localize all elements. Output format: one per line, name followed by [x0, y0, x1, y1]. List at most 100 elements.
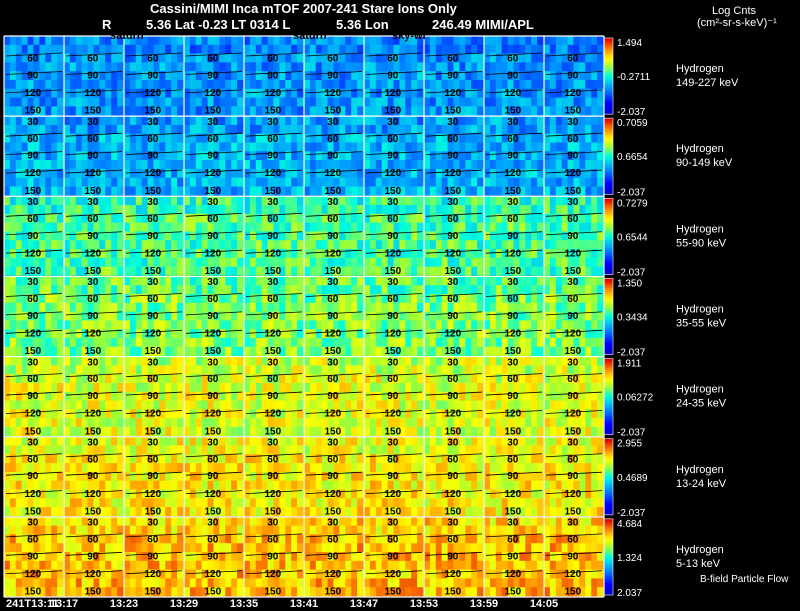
heatmap-cell	[117, 258, 123, 267]
heatmap-cell	[76, 98, 82, 107]
heatmap-cell	[531, 365, 537, 374]
heatmap-cell	[256, 418, 262, 427]
heatmap-cell	[591, 178, 597, 187]
heatmap-cell	[10, 54, 16, 63]
heatmap-cell	[430, 134, 436, 143]
heatmap-cell	[130, 205, 136, 214]
heatmap-cell	[16, 357, 22, 366]
heatmap-cell	[477, 418, 483, 427]
heatmap-cell	[376, 143, 382, 152]
elevation-label: 90	[147, 231, 159, 242]
heatmap-cell	[256, 347, 262, 356]
heatmap-cell	[45, 125, 51, 134]
heatmap-cell	[351, 267, 357, 276]
heatmap-cell	[597, 134, 603, 143]
elevation-label: 90	[207, 151, 219, 162]
heatmap-cell	[279, 125, 285, 134]
heatmap-cell	[345, 205, 351, 214]
heatmap-cell	[370, 223, 376, 232]
heatmap-cell	[490, 231, 496, 240]
heatmap-cell	[76, 196, 82, 205]
heatmap-cell	[250, 106, 256, 115]
heatmap-cell	[16, 98, 22, 107]
heatmap-cell	[585, 294, 591, 303]
heatmap-cell	[196, 151, 202, 160]
heatmap-cell	[405, 303, 411, 312]
heatmap-cell	[471, 143, 477, 152]
heatmap-cell	[117, 54, 123, 63]
heatmap-cell	[196, 143, 202, 152]
heatmap-cell	[16, 196, 22, 205]
heatmap-cell	[291, 418, 297, 427]
heatmap-cell	[51, 214, 57, 223]
heatmap-cell	[345, 427, 351, 436]
elevation-label: 90	[207, 311, 219, 322]
heatmap-cell	[105, 285, 111, 294]
heatmap-cell	[405, 143, 411, 152]
heatmap-cell	[436, 169, 442, 178]
heatmap-cell	[279, 223, 285, 232]
heatmap-cell	[117, 374, 123, 383]
heatmap-cell	[531, 106, 537, 115]
heatmap-cell	[177, 186, 183, 195]
heatmap-cell	[225, 285, 231, 294]
heatmap-cell	[339, 214, 345, 223]
heatmap-cell	[496, 231, 502, 240]
heatmap-cell	[70, 186, 76, 195]
heatmap-cell	[57, 151, 63, 160]
heatmap-cell	[297, 294, 303, 303]
heatmap-cell	[430, 338, 436, 347]
heatmap-cell	[165, 116, 171, 125]
heatmap-cell	[531, 125, 537, 134]
heatmap-cell	[285, 106, 291, 115]
elevation-label: 60	[147, 374, 159, 385]
heatmap-cell	[190, 169, 196, 178]
heatmap-cell	[411, 205, 417, 214]
heatmap-cell	[291, 71, 297, 80]
heatmap-cell	[117, 45, 123, 54]
heatmap-cell	[117, 125, 123, 134]
heatmap-cell	[477, 45, 483, 54]
heatmap-cell	[171, 365, 177, 374]
heatmap-cell	[70, 427, 76, 436]
heatmap-cell	[76, 205, 82, 214]
heatmap-cell	[285, 223, 291, 232]
heatmap-cell	[339, 205, 345, 214]
heatmap-cell	[364, 383, 370, 392]
heatmap-cell	[376, 320, 382, 329]
elevation-label: 60	[567, 54, 579, 65]
heatmap-cell	[597, 231, 603, 240]
heatmap-cell	[525, 347, 531, 356]
heatmap-cell	[484, 357, 490, 366]
heatmap-cell	[130, 357, 136, 366]
heatmap-cell	[99, 45, 105, 54]
heatmap-cell	[279, 116, 285, 125]
heatmap-cell	[316, 98, 322, 107]
heatmap-cell	[525, 178, 531, 187]
heatmap-cell	[550, 125, 556, 134]
heatmap-cell	[105, 383, 111, 392]
heatmap-cell	[459, 294, 465, 303]
heatmap-cell	[405, 160, 411, 169]
heatmap-cell	[405, 62, 411, 71]
heatmap-cell	[136, 62, 142, 71]
elevation-label: 150	[564, 186, 581, 197]
heatmap-cell	[310, 223, 316, 232]
heatmap-cell	[490, 294, 496, 303]
heatmap-cell	[16, 62, 22, 71]
heatmap-cell	[357, 338, 363, 347]
heatmap-cell	[291, 205, 297, 214]
heatmap-cell	[424, 392, 430, 401]
heatmap-cell	[225, 294, 231, 303]
heatmap-cell	[219, 62, 225, 71]
heatmap-cell	[45, 303, 51, 312]
heatmap-cell	[297, 240, 303, 249]
heatmap-cell	[136, 143, 142, 152]
heatmap-cell	[357, 347, 363, 356]
heatmap-cell	[76, 409, 82, 418]
heatmap-cell	[585, 134, 591, 143]
elevation-label: 30	[327, 357, 339, 368]
heatmap-cell	[477, 71, 483, 80]
heatmap-cell	[411, 54, 417, 63]
